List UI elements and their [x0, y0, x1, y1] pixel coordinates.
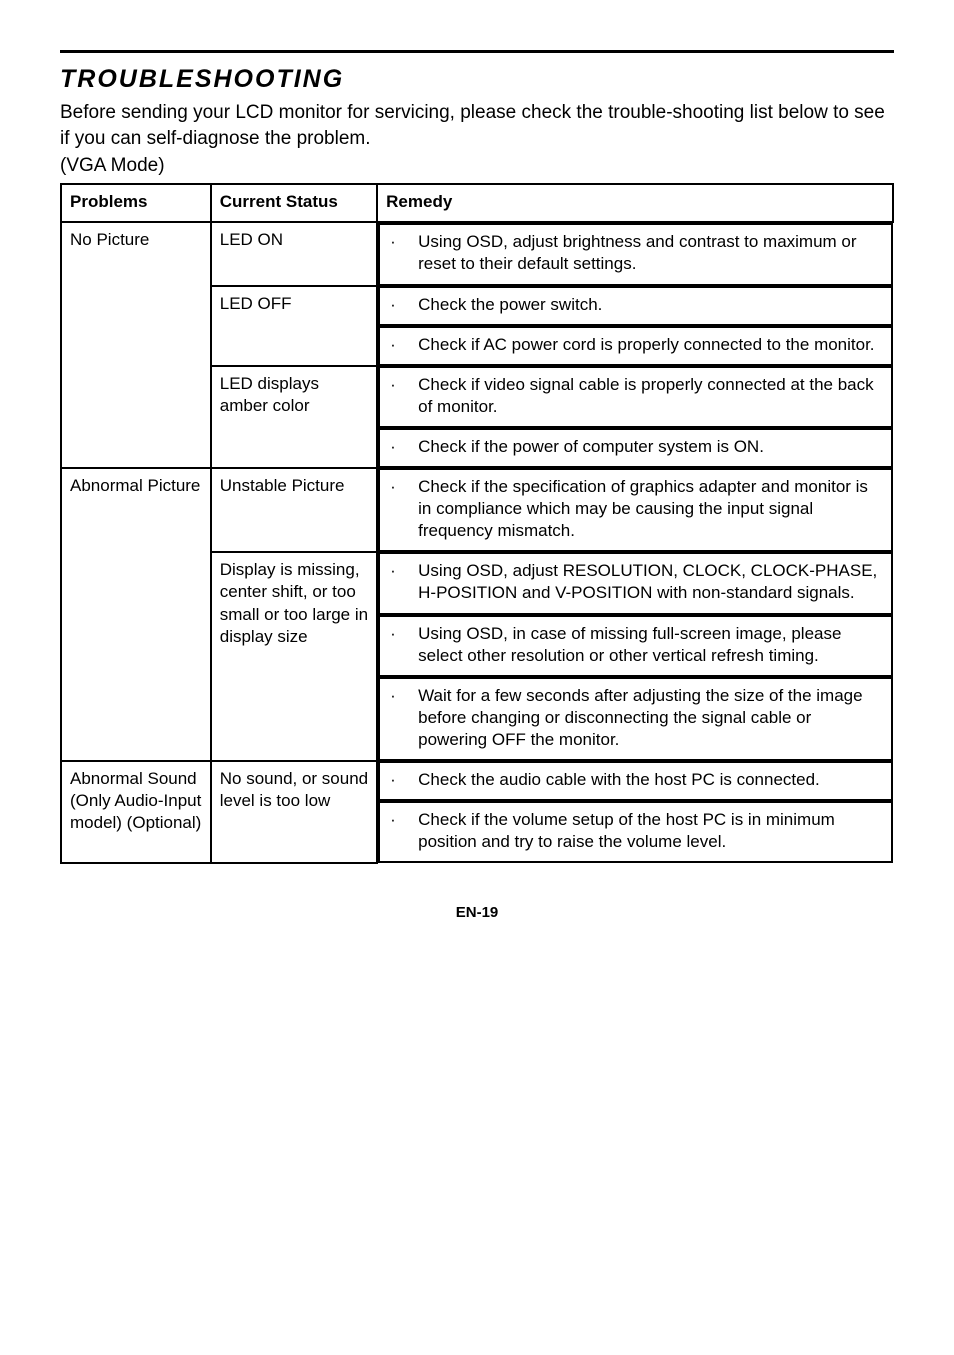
table-header-row: Problems Current Status Remedy — [61, 184, 893, 222]
remedy-text: Using OSD, adjust brightness and contras… — [418, 231, 883, 275]
bullet-icon: · — [388, 685, 418, 751]
status-cell: Display is missing, center shift, or too… — [211, 552, 377, 761]
table-row: Abnormal Picture Unstable Picture · Chec… — [61, 468, 893, 552]
remedy-cell: · Check the audio cable with the host PC… — [378, 761, 893, 801]
bullet-icon: · — [388, 294, 418, 316]
remedy-cell: · Wait for a few seconds after adjusting… — [378, 677, 893, 761]
remedy-text: Check the power switch. — [418, 294, 883, 316]
status-cell: No sound, or sound level is too low — [211, 761, 377, 863]
page-number: EN-19 — [60, 904, 894, 921]
remedy-text: Check if the power of computer system is… — [418, 436, 883, 458]
bullet-icon: · — [388, 809, 418, 853]
remedy-text: Check if the volume setup of the host PC… — [418, 809, 883, 853]
remedy-text: Using OSD, in case of missing full-scree… — [418, 623, 883, 667]
remedy-text: Check if video signal cable is properly … — [418, 374, 883, 418]
remedy-cell: · Check the power switch. — [378, 286, 893, 326]
status-cell: Unstable Picture — [211, 468, 377, 552]
col-header-remedy: Remedy — [377, 184, 893, 222]
remedy-cell: · Check if video signal cable is properl… — [378, 366, 893, 428]
bullet-icon: · — [388, 476, 418, 542]
problem-cell: Abnormal Sound (Only Audio-Input model) … — [61, 761, 211, 863]
remedy-text: Check if AC power cord is properly conne… — [418, 334, 883, 356]
intro-paragraph: Before sending your LCD monitor for serv… — [60, 100, 894, 151]
problem-cell: Abnormal Picture — [61, 468, 211, 761]
bullet-icon: · — [388, 769, 418, 791]
bullet-icon: · — [388, 231, 418, 275]
remedy-text: Check the audio cable with the host PC i… — [418, 769, 883, 791]
table-row: Abnormal Sound (Only Audio-Input model) … — [61, 761, 893, 801]
bullet-icon: · — [388, 436, 418, 458]
remedy-text: Check if the specification of graphics a… — [418, 476, 883, 542]
remedy-text: Wait for a few seconds after adjusting t… — [418, 685, 883, 751]
horizontal-rule — [60, 50, 894, 53]
bullet-icon: · — [388, 334, 418, 356]
bullet-icon: · — [388, 623, 418, 667]
remedy-cell: · Using OSD, adjust RESOLUTION, CLOCK, C… — [378, 552, 893, 614]
problem-cell: No Picture — [61, 222, 211, 468]
status-cell: LED displays amber color — [211, 366, 377, 468]
col-header-status: Current Status — [211, 184, 377, 222]
remedy-cell: · Check if AC power cord is properly con… — [378, 326, 893, 366]
col-header-problems: Problems — [61, 184, 211, 222]
mode-label: (VGA Mode) — [60, 155, 894, 177]
remedy-cell: · Check if the volume setup of the host … — [378, 801, 893, 863]
bullet-icon: · — [388, 374, 418, 418]
troubleshooting-table: Problems Current Status Remedy No Pictur… — [60, 183, 894, 864]
status-cell: LED OFF — [211, 286, 377, 366]
bullet-icon: · — [388, 560, 418, 604]
status-cell: LED ON — [211, 222, 377, 285]
remedy-text: Using OSD, adjust RESOLUTION, CLOCK, CLO… — [418, 560, 883, 604]
remedy-cell: · Check if the specification of graphics… — [378, 468, 893, 552]
remedy-cell: · Using OSD, adjust brightness and contr… — [378, 223, 893, 285]
page-title: TROUBLESHOOTING — [60, 65, 894, 94]
remedy-cell: · Check if the power of computer system … — [378, 428, 893, 468]
remedy-cell: · Using OSD, in case of missing full-scr… — [378, 615, 893, 677]
table-row: No Picture LED ON · Using OSD, adjust br… — [61, 222, 893, 285]
